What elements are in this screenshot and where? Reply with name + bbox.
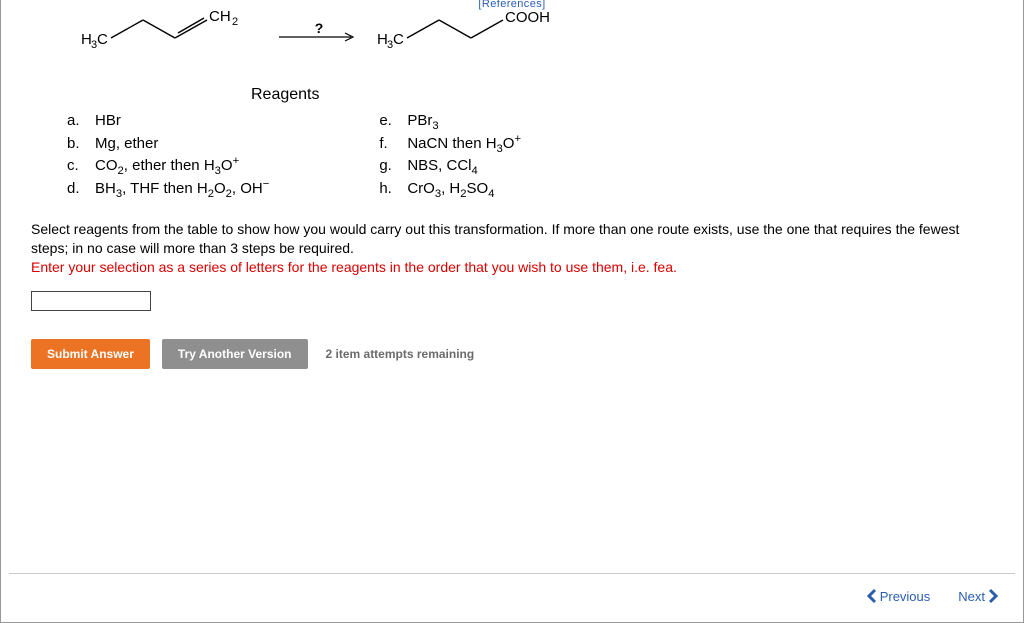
footer-divider bbox=[9, 573, 1015, 574]
reagent-text: HBr bbox=[95, 110, 121, 133]
previous-label: Previous bbox=[880, 589, 931, 604]
reagent-letter: f. bbox=[379, 133, 407, 156]
reagents-col-right: e.PBr3f.NaCN then H3O+g.NBS, CCl4h.CrO3,… bbox=[379, 110, 521, 200]
reagent-letter: c. bbox=[67, 155, 95, 178]
reagent-letter: d. bbox=[67, 178, 95, 201]
reagents-table: a.HBrb.Mg, etherc.CO2, ether then H3O+d.… bbox=[67, 110, 993, 200]
reactant-structure: H 3 C CH 2 bbox=[81, 6, 251, 56]
svg-text:COOH: COOH bbox=[505, 9, 550, 26]
svg-text:C: C bbox=[97, 31, 108, 48]
reagent-text: BH3, THF then H2O2, OH− bbox=[95, 178, 269, 201]
instructions-block: Select reagents from the table to show h… bbox=[31, 220, 993, 277]
product-structure: H 3 C COOH bbox=[377, 6, 577, 56]
chevron-left-icon bbox=[866, 588, 878, 604]
reagent-text: NaCN then H3O+ bbox=[407, 133, 521, 156]
action-row: Submit Answer Try Another Version 2 item… bbox=[31, 339, 993, 369]
reagent-text: CrO3, H2SO4 bbox=[407, 178, 494, 201]
reagent-letter: a. bbox=[67, 110, 95, 133]
reaction-scheme: H 3 C CH 2 ? bbox=[81, 6, 993, 64]
svg-text:C: C bbox=[393, 31, 404, 48]
reagent-row: f.NaCN then H3O+ bbox=[379, 133, 521, 156]
instruction-line-2: Enter your selection as a series of lett… bbox=[31, 258, 993, 277]
reagent-letter: h. bbox=[379, 178, 407, 201]
reagent-row: a.HBr bbox=[67, 110, 269, 133]
reagent-row: d.BH3, THF then H2O2, OH− bbox=[67, 178, 269, 201]
reagent-row: b.Mg, ether bbox=[67, 133, 269, 156]
reagent-text: Mg, ether bbox=[95, 133, 158, 156]
instruction-line-1: Select reagents from the table to show h… bbox=[31, 220, 993, 258]
reagents-title: Reagents bbox=[251, 86, 993, 104]
chevron-right-icon bbox=[987, 588, 999, 604]
reagent-row: g.NBS, CCl4 bbox=[379, 155, 521, 178]
next-button[interactable]: Next bbox=[958, 588, 999, 604]
reaction-arrow: ? bbox=[279, 20, 359, 42]
answer-input[interactable] bbox=[31, 291, 151, 311]
reagent-letter: e. bbox=[379, 110, 407, 133]
reagent-text: CO2, ether then H3O+ bbox=[95, 155, 239, 178]
footer-nav: Previous Next bbox=[866, 588, 999, 604]
reagent-text: NBS, CCl4 bbox=[407, 155, 477, 178]
previous-button[interactable]: Previous bbox=[866, 588, 931, 604]
reagent-letter: b. bbox=[67, 133, 95, 156]
reagent-row: e.PBr3 bbox=[379, 110, 521, 133]
try-another-version-button[interactable]: Try Another Version bbox=[162, 339, 308, 369]
next-label: Next bbox=[958, 589, 985, 604]
reagents-col-left: a.HBrb.Mg, etherc.CO2, ether then H3O+d.… bbox=[67, 110, 269, 200]
reagent-row: c.CO2, ether then H3O+ bbox=[67, 155, 269, 178]
question-panel: [References] H 3 C CH 2 ? bbox=[0, 0, 1024, 623]
reagent-text: PBr3 bbox=[407, 110, 438, 133]
submit-answer-button[interactable]: Submit Answer bbox=[31, 339, 150, 369]
attempts-remaining-label: 2 item attempts remaining bbox=[326, 347, 475, 361]
svg-text:CH: CH bbox=[209, 8, 231, 25]
reagent-row: h.CrO3, H2SO4 bbox=[379, 178, 521, 201]
reagent-letter: g. bbox=[379, 155, 407, 178]
svg-text:2: 2 bbox=[232, 16, 238, 28]
